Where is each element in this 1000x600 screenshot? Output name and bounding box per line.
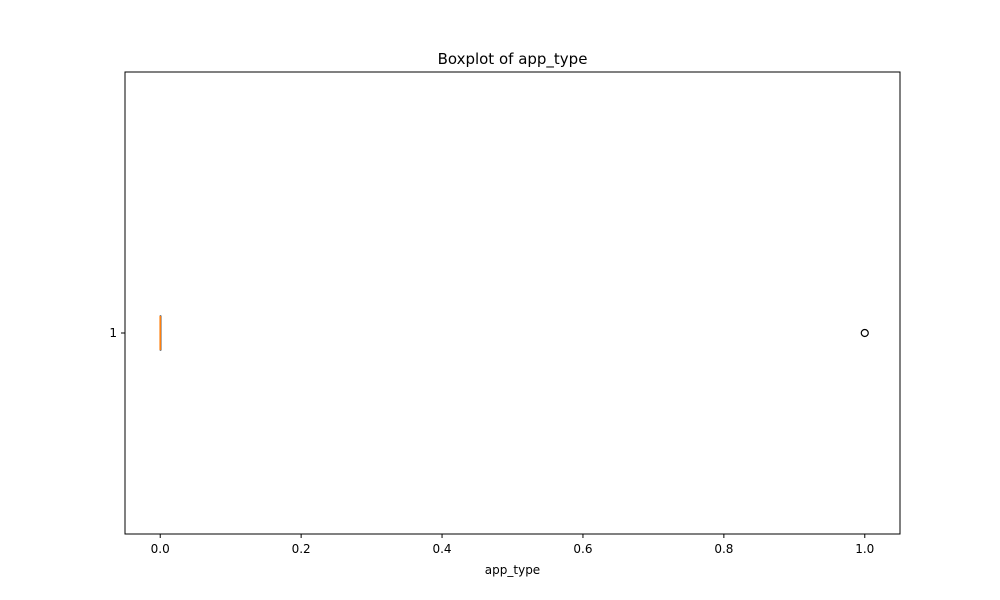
y-axis-ticks: 1 <box>109 326 125 340</box>
x-tick-label: 0.4 <box>432 542 451 556</box>
chart-title: Boxplot of app_type <box>438 50 588 69</box>
box-series <box>159 315 869 351</box>
x-axis-ticks: 0.0 0.2 0.4 0.6 0.8 1.0 <box>151 534 874 556</box>
x-tick-label: 0.8 <box>714 542 733 556</box>
x-tick-label: 0.0 <box>151 542 170 556</box>
x-tick-label: 0.6 <box>573 542 592 556</box>
plot-area <box>124 71 901 535</box>
y-tick-label: 1 <box>109 326 117 340</box>
outlier-point <box>860 328 869 338</box>
x-tick-label: 0.2 <box>292 542 311 556</box>
x-tick-label: 1.0 <box>855 542 874 556</box>
x-axis-label: app_type <box>485 563 540 577</box>
